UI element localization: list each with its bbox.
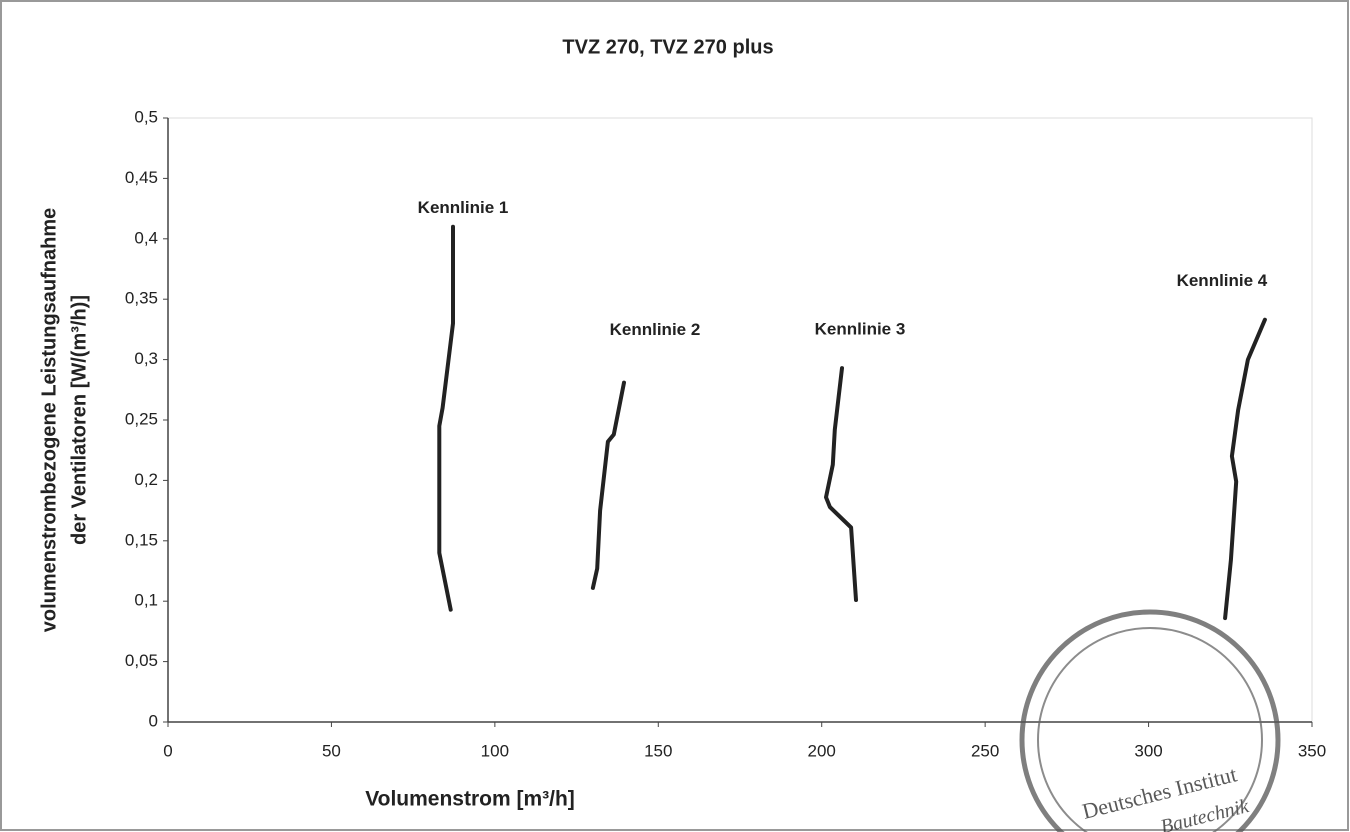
y-tick-label: 0,5: [134, 107, 158, 126]
series-line: [590, 380, 626, 590]
series-line: [1223, 317, 1267, 621]
x-tick-label: 50: [322, 741, 341, 760]
x-axis-label: Volumenstrom [m³/h]: [365, 788, 575, 811]
series-label: Kennlinie 4: [1177, 271, 1268, 290]
x-tick-label: 0: [163, 741, 172, 760]
series-label: Kennlinie 3: [815, 320, 906, 339]
y-tick-label: 0,2: [134, 470, 158, 489]
y-tick-label: 0,15: [125, 530, 158, 549]
y-tick-label: 0,25: [125, 409, 158, 428]
series-label: Kennlinie 1: [418, 198, 509, 217]
series-line: [824, 366, 858, 602]
x-tick-label: 100: [481, 741, 509, 760]
series-label: Kennlinie 2: [610, 320, 701, 339]
x-tick-label: 250: [971, 741, 999, 760]
y-axis-label: der Ventilatoren [W/(m³/h)]: [68, 295, 90, 545]
chart-title: TVZ 270, TVZ 270 plus: [562, 36, 773, 58]
stamp-ring: [1037, 627, 1263, 832]
y-tick-label: 0,4: [134, 228, 158, 247]
y-tick-label: 0,3: [134, 349, 158, 368]
series-line: [437, 224, 455, 612]
y-tick-label: 0,35: [125, 289, 158, 308]
x-tick-label: 150: [644, 741, 672, 760]
x-tick-label: 350: [1298, 741, 1326, 760]
y-tick-label: 0: [149, 711, 158, 730]
y-tick-label: 0,05: [125, 651, 158, 670]
y-tick-label: 0,45: [125, 168, 158, 187]
x-tick-label: 300: [1134, 741, 1162, 760]
y-axis-label: volumenstrombezogene Leistungsaufnahme: [38, 208, 60, 633]
stamp-ring: [1019, 609, 1281, 832]
y-tick-label: 0,1: [134, 591, 158, 610]
x-tick-label: 200: [808, 741, 836, 760]
